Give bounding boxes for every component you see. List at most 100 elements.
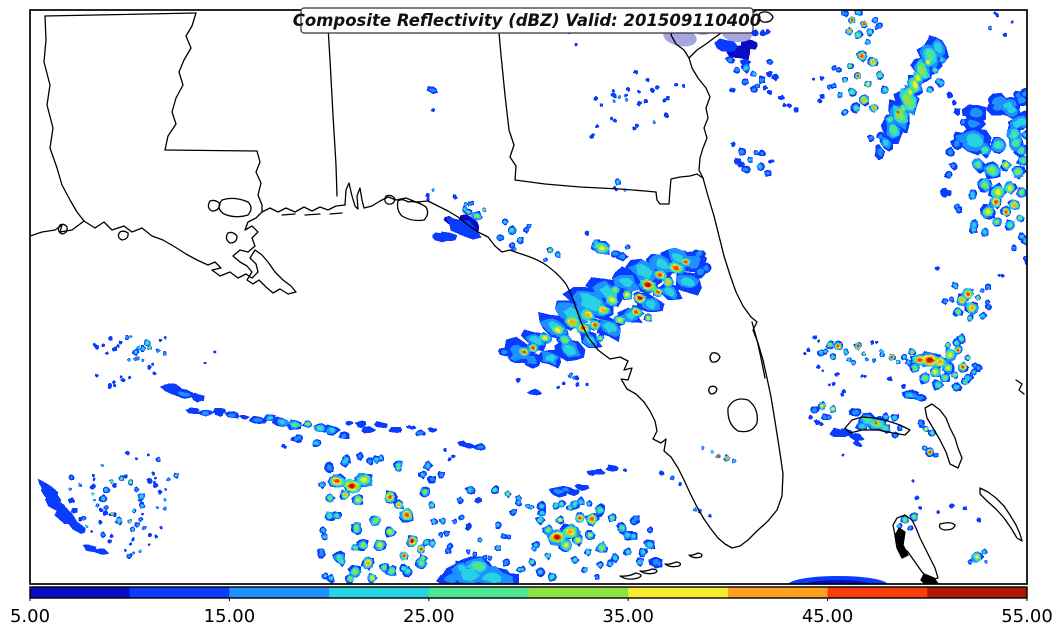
radar-echo <box>430 503 434 507</box>
radar-echo <box>349 484 355 488</box>
radar-echo <box>961 365 965 369</box>
radar-echo <box>856 33 860 37</box>
radar-echo <box>574 483 590 491</box>
radar-echo <box>345 420 354 426</box>
radar-echo <box>594 240 598 245</box>
radar-echo <box>388 495 392 499</box>
geo-outline <box>30 204 346 295</box>
radar-echo <box>388 529 392 534</box>
radar-echo <box>672 253 684 264</box>
geo-outline <box>225 231 238 244</box>
radar-echo <box>465 210 471 214</box>
radar-echo <box>141 347 145 351</box>
radar-echo <box>982 550 986 554</box>
radar-echo <box>626 550 630 554</box>
radar-echo <box>569 319 575 324</box>
radar-echo <box>898 425 902 430</box>
radar-echo <box>833 66 836 70</box>
geo-outline <box>979 487 1023 542</box>
radar-echo <box>739 58 752 66</box>
radar-echo <box>147 365 152 370</box>
radar-echo <box>731 142 736 148</box>
radar-echo <box>162 506 167 510</box>
radar-echo <box>583 568 587 572</box>
radar-echo <box>553 504 558 508</box>
radar-echo <box>911 479 915 483</box>
radar-echo <box>137 346 141 350</box>
radar-echo <box>90 530 93 534</box>
radar-echo <box>565 487 580 497</box>
radar-echo <box>937 359 943 364</box>
radar-echo <box>878 134 883 139</box>
radar-echo <box>934 453 938 457</box>
radar-echo <box>945 190 952 197</box>
radar-echo <box>923 376 928 381</box>
radar-echo <box>107 539 112 544</box>
geo-outline <box>844 416 911 436</box>
radar-echo <box>373 421 388 429</box>
radar-echo <box>1012 120 1021 128</box>
radar-echo <box>943 299 948 303</box>
radar-echo <box>444 531 449 536</box>
radar-echo <box>967 119 981 128</box>
radar-echo <box>563 344 576 356</box>
radar-echo <box>70 475 73 480</box>
radar-echo <box>933 370 937 375</box>
radar-echo <box>428 88 437 93</box>
radar-echo <box>374 457 379 462</box>
radar-echo <box>854 106 858 110</box>
radar-echo <box>612 100 616 103</box>
geo-outline <box>44 12 197 17</box>
radar-echo <box>503 220 507 224</box>
radar-echo <box>831 407 835 411</box>
radar-echo <box>623 93 629 98</box>
radar-echo <box>517 568 522 572</box>
radar-echo <box>693 256 701 263</box>
radar-echo <box>759 29 766 36</box>
radar-echo <box>323 535 326 539</box>
radar-echo <box>147 543 151 547</box>
radar-echo <box>327 513 332 518</box>
radar-echo <box>972 370 976 374</box>
radar-echo <box>634 310 639 314</box>
radar-echo <box>420 561 424 565</box>
radar-echo <box>973 364 977 368</box>
radar-echo <box>419 547 423 551</box>
radar-echo <box>913 366 917 370</box>
radar-echo <box>598 563 602 567</box>
radar-echo <box>355 528 359 532</box>
radar-echo <box>883 415 888 419</box>
radar-echo <box>109 533 114 538</box>
radar-echo <box>755 84 759 88</box>
radar-echo <box>91 474 96 478</box>
radar-echo <box>37 478 59 496</box>
radar-echo <box>806 347 811 353</box>
radar-echo <box>908 526 912 530</box>
radar-echo <box>360 477 367 483</box>
radar-echo <box>441 519 445 523</box>
radar-echo <box>1021 157 1027 164</box>
radar-echo <box>670 476 674 480</box>
geo-outline <box>396 199 429 222</box>
radar-echo <box>933 68 937 72</box>
radar-echo <box>131 536 135 542</box>
radar-echo <box>608 562 613 566</box>
radar-echo <box>646 316 650 320</box>
radar-echo <box>966 356 970 360</box>
radar-echo <box>123 474 128 479</box>
radar-echo <box>124 451 130 456</box>
radar-echo <box>632 534 636 539</box>
radar-echo <box>530 560 534 564</box>
plot-title-box: Composite Reflectivity (dBZ) Valid: 2015… <box>293 7 761 34</box>
radar-echo <box>843 78 847 82</box>
radar-echo <box>916 395 924 400</box>
radar-echo <box>766 89 773 96</box>
radar-echo <box>166 478 171 481</box>
radar-echo <box>456 565 467 571</box>
radar-echo <box>610 516 614 520</box>
radar-echo <box>529 505 533 510</box>
radar-echo <box>522 350 527 354</box>
radar-echo <box>227 413 236 418</box>
radar-echo <box>619 526 625 531</box>
